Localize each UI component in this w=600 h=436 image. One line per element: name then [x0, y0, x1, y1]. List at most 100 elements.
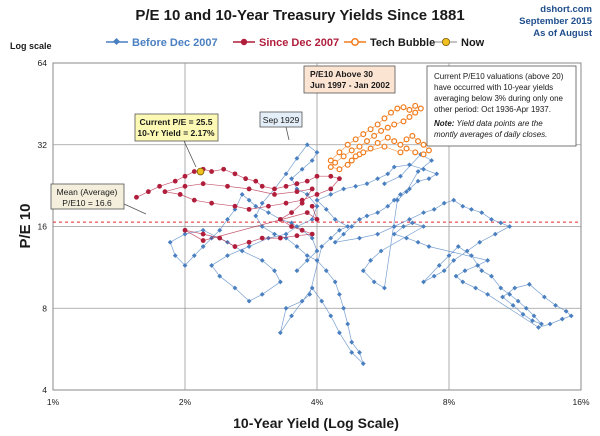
data-point [309, 158, 315, 163]
data-point [200, 181, 206, 187]
x-axis-label: 10-Year Yield (Log Scale) [233, 415, 399, 431]
data-point [400, 104, 407, 111]
data-point [232, 244, 238, 249]
data-point [294, 181, 300, 187]
legend: Before Dec 2007 Since Dec 2007 Tech Bubb… [106, 37, 485, 49]
annotation-note-line5-rest: Yield data points are the [454, 119, 543, 128]
data-point [272, 192, 277, 197]
data-point [299, 166, 305, 172]
data-point [394, 197, 400, 203]
data-point [304, 192, 310, 197]
data-point [407, 162, 412, 168]
data-point [398, 192, 403, 197]
data-point [200, 238, 206, 243]
data-point [209, 169, 215, 174]
data-point [415, 169, 421, 174]
data-point [409, 220, 415, 226]
legend-label-bubble: Tech Bubble [370, 37, 435, 49]
data-point [547, 321, 553, 327]
data-point [371, 279, 377, 285]
data-point [357, 235, 362, 241]
data-point [421, 224, 426, 229]
legend-marker-now [441, 38, 450, 47]
data-point [375, 176, 381, 182]
data-point [539, 321, 544, 327]
data-point [526, 281, 532, 287]
annotation-mean-line1: Mean (Average) [57, 187, 118, 197]
data-point [239, 192, 245, 197]
data-point [406, 106, 413, 113]
data-point [360, 149, 367, 156]
data-point [304, 258, 310, 263]
data-point [412, 102, 419, 109]
data-point [314, 203, 320, 209]
data-point [382, 181, 387, 187]
annotation-current-line1: Current P/E = 25.5 [140, 117, 213, 127]
data-point [417, 105, 424, 112]
data-point [520, 311, 526, 317]
data-point [352, 153, 359, 160]
data-point [246, 197, 252, 203]
data-point [182, 263, 188, 268]
data-point [289, 176, 294, 182]
data-point [337, 227, 342, 233]
data-point [283, 171, 289, 177]
data-point [294, 244, 300, 249]
data-point [353, 183, 359, 189]
annotation-current-pointer [183, 140, 197, 168]
data-point [272, 268, 277, 274]
data-point [323, 206, 329, 212]
data-point [349, 339, 355, 345]
data-point [391, 121, 398, 128]
data-point [477, 239, 483, 245]
data-point [328, 186, 334, 192]
data-point [441, 200, 447, 206]
legend-item-bubble: Tech Bubble [344, 37, 435, 49]
annotation-note-box [426, 65, 577, 147]
data-point [391, 231, 397, 237]
data-point [421, 210, 426, 216]
data-point [196, 167, 205, 176]
data-point [429, 158, 434, 163]
data-point [436, 263, 442, 268]
data-point [294, 189, 300, 195]
data-point [400, 118, 407, 125]
data-point [348, 147, 355, 154]
data-point [259, 258, 265, 263]
data-point [485, 291, 491, 297]
data-point [239, 248, 245, 254]
data-point [209, 263, 215, 268]
data-point [403, 145, 410, 152]
legend-marker-since [240, 38, 248, 46]
data-point [332, 159, 339, 166]
data-point [246, 186, 252, 192]
data-point [397, 149, 404, 156]
data-point [323, 268, 329, 274]
data-point [485, 258, 491, 263]
data-point [397, 141, 404, 148]
data-point [200, 244, 206, 249]
data-point [309, 203, 315, 209]
annotation-note-line2: have occurred with 10-year yields [434, 83, 553, 92]
data-point [259, 235, 265, 241]
data-point [426, 176, 432, 182]
data-point [309, 285, 315, 291]
data-point [406, 113, 413, 120]
data-point [328, 173, 334, 179]
data-point [225, 216, 230, 222]
data-point [391, 164, 397, 170]
data-point [259, 183, 265, 189]
data-point [272, 186, 277, 192]
data-point [294, 268, 300, 274]
data-point [294, 156, 300, 161]
data-point [360, 131, 367, 138]
data-point [388, 109, 395, 116]
series-tech-bubble [327, 102, 432, 173]
data-point [225, 183, 230, 189]
data-point [182, 183, 188, 189]
annotation-mean-line2: P/E10 = 16.6 [62, 198, 112, 208]
data-point [246, 244, 252, 249]
data-point [536, 325, 541, 330]
data-point [367, 126, 374, 133]
